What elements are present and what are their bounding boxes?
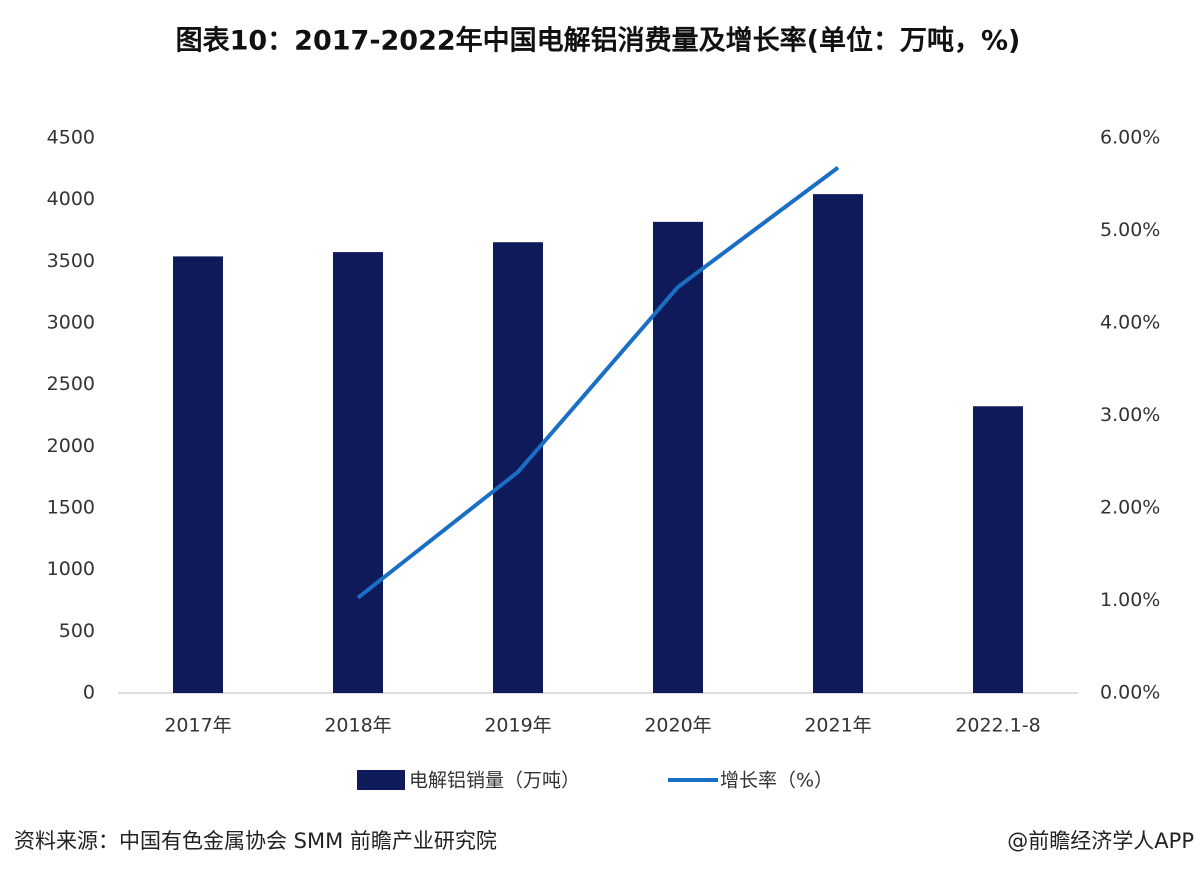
y-tick-label: 1500 [47, 497, 95, 519]
x-tick-label: 2020年 [644, 715, 711, 737]
y-tick-label: 2500 [47, 373, 95, 395]
bar [813, 194, 863, 693]
bar [333, 252, 383, 694]
bar [493, 242, 543, 693]
y-tick-label: 4500 [47, 127, 95, 149]
y2-tick-label: 0.00% [1100, 682, 1160, 704]
y2-tick-label: 3.00% [1100, 404, 1160, 426]
y-tick-label: 2000 [47, 435, 95, 457]
x-tick-label: 2018年 [324, 715, 391, 737]
y2-tick-label: 4.00% [1100, 312, 1160, 334]
y2-tick-label: 2.00% [1100, 497, 1160, 519]
legend-label: 电解铝销量（万吨） [409, 770, 580, 792]
chart-title: 图表10：2017-2022年中国电解铝消费量及增长率(单位：万吨，%) [176, 25, 1021, 57]
source-note: 资料来源：中国有色金属协会 SMM 前瞻产业研究院 [14, 829, 497, 853]
legend-swatch [357, 770, 405, 790]
y-tick-label: 500 [59, 620, 95, 642]
x-tick-label: 2017年 [164, 715, 231, 737]
y-tick-label: 3000 [47, 312, 95, 334]
bar [973, 406, 1023, 693]
y2-tick-label: 5.00% [1100, 219, 1160, 241]
x-tick-label: 2022.1-8 [955, 715, 1040, 737]
y2-tick-label: 6.00% [1100, 127, 1160, 149]
y-tick-label: 4000 [47, 188, 95, 210]
credit: @前瞻经济学人APP [1007, 829, 1194, 853]
y2-tick-label: 1.00% [1100, 589, 1160, 611]
bar [173, 256, 223, 693]
y-tick-label: 3500 [47, 250, 95, 272]
y-tick-label: 1000 [47, 558, 95, 580]
y-tick-label: 0 [83, 682, 95, 704]
x-tick-label: 2019年 [484, 715, 551, 737]
line [356, 165, 840, 600]
legend-label: 增长率（%） [720, 770, 833, 792]
x-tick-label: 2021年 [804, 715, 871, 737]
bar [653, 221, 703, 693]
